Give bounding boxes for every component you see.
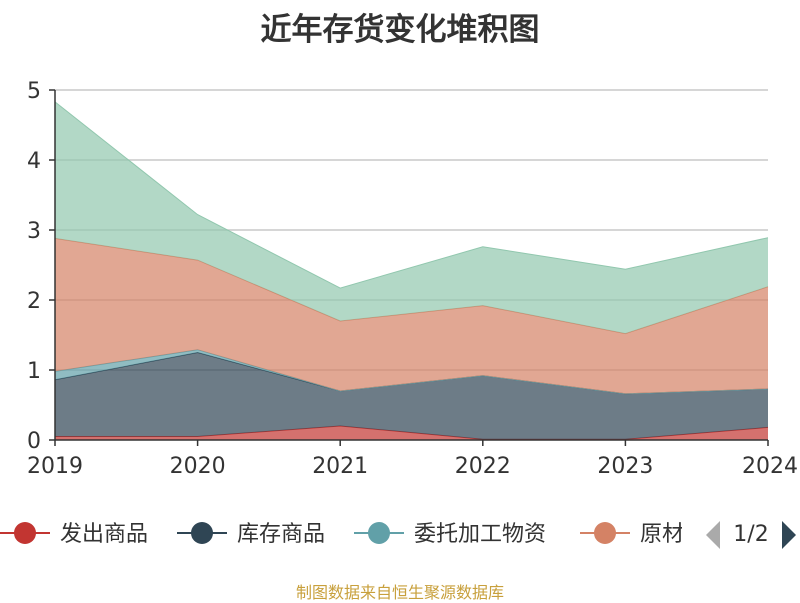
x-tick-label: 2019 bbox=[27, 454, 83, 479]
x-tick-label: 2022 bbox=[455, 454, 511, 479]
legend-prev-page-icon[interactable] bbox=[706, 521, 720, 549]
x-tick-label: 2021 bbox=[312, 454, 368, 479]
legend-marker-icon bbox=[191, 522, 213, 544]
area-series bbox=[54, 101, 769, 440]
legend-items: 发出商品 库存商品 委托加工物资 原材 bbox=[0, 522, 684, 547]
y-tick-label: 2 bbox=[27, 289, 41, 314]
area-series-1 bbox=[55, 352, 768, 440]
chart-title: 近年存货变化堆积图 bbox=[260, 12, 540, 48]
legend-item[interactable]: 发出商品 bbox=[0, 522, 148, 547]
legend-marker-icon bbox=[14, 522, 36, 544]
legend-item[interactable]: 库存商品 bbox=[177, 522, 325, 547]
legend-label: 发出商品 bbox=[60, 522, 148, 547]
area-series-3 bbox=[55, 238, 768, 394]
y-tick-label: 5 bbox=[27, 79, 41, 104]
axes: 0 1 2 3 4 5 2019 2020 2021 2022 2023 2024 bbox=[27, 79, 798, 479]
area-series-2 bbox=[55, 349, 768, 394]
legend-label: 原材 bbox=[640, 522, 684, 547]
legend-label: 库存商品 bbox=[237, 522, 325, 547]
area-line-4 bbox=[54, 101, 769, 289]
legend-marker-icon bbox=[368, 522, 390, 544]
legend-item[interactable]: 原材 bbox=[580, 522, 684, 547]
x-tick-label: 2023 bbox=[597, 454, 653, 479]
area-series-4 bbox=[55, 101, 768, 334]
legend-page-indicator: 1/2 bbox=[733, 522, 768, 547]
x-tick-label: 2020 bbox=[170, 454, 226, 479]
legend-next-page-icon[interactable] bbox=[782, 521, 796, 549]
legend-label: 委托加工物资 bbox=[414, 522, 546, 547]
legend: 发出商品 库存商品 委托加工物资 原材 1/2 bbox=[0, 521, 796, 549]
y-tick-label: 3 bbox=[27, 219, 41, 244]
y-tick-label: 1 bbox=[27, 359, 41, 384]
x-tick-label: 2024 bbox=[742, 454, 798, 479]
source-note: 制图数据来自恒生聚源数据库 bbox=[295, 583, 504, 602]
legend-item[interactable]: 委托加工物资 bbox=[354, 522, 546, 547]
legend-marker-icon bbox=[594, 522, 616, 544]
y-tick-label: 0 bbox=[27, 429, 41, 454]
y-tick-label: 4 bbox=[27, 149, 41, 174]
